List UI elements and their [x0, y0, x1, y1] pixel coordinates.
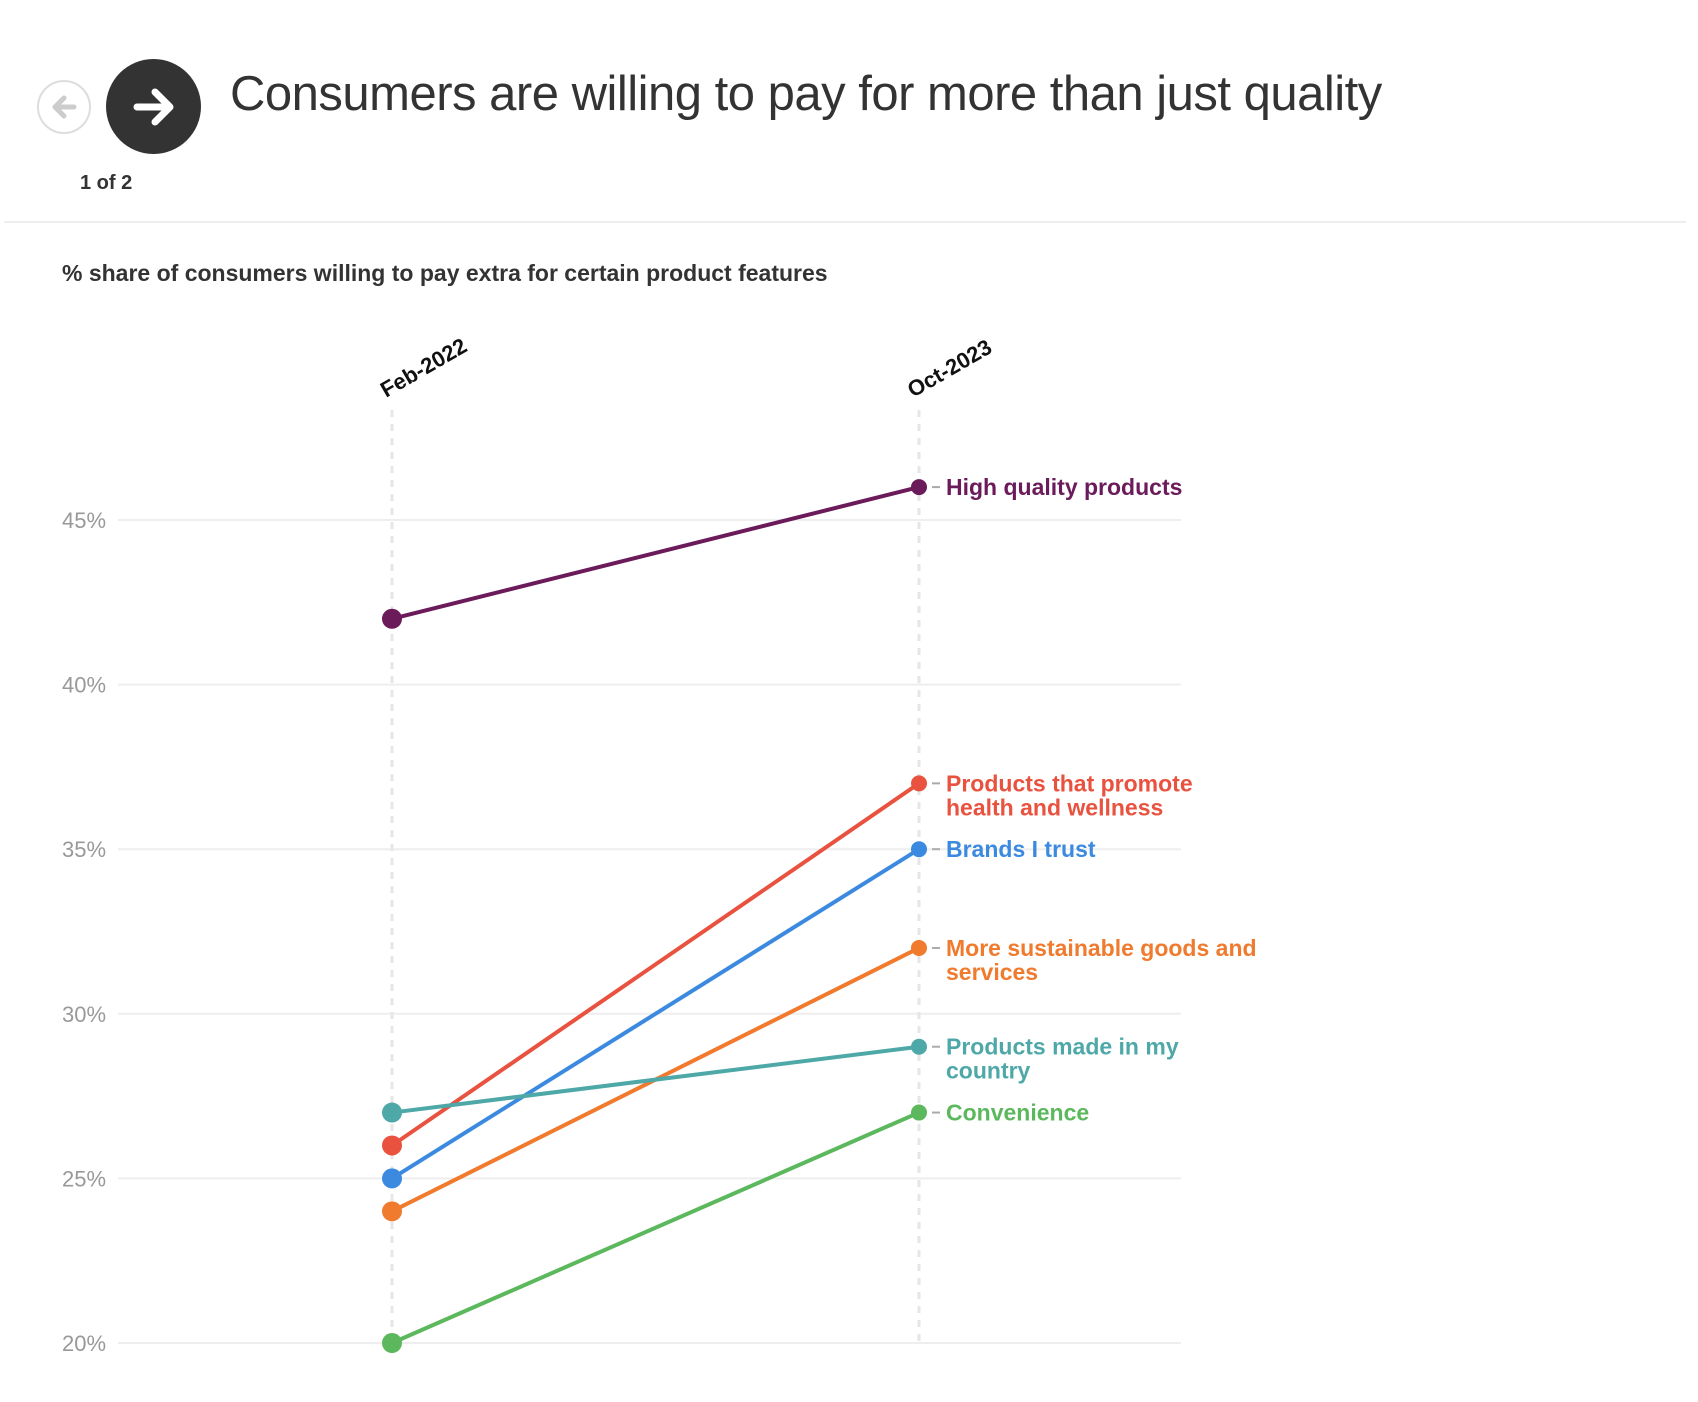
arrow-right-icon [133, 88, 173, 125]
page-title: Consumers are willing to pay for more th… [230, 67, 1382, 121]
series-line [391, 1044, 920, 1115]
y-tick-label: 30% [62, 1002, 106, 1027]
series-label: High quality products [946, 474, 1182, 500]
series-line [390, 847, 921, 1181]
series-label: More sustainable goods and [946, 935, 1257, 961]
series-label: Brands I trust [946, 836, 1096, 862]
data-point [382, 1102, 402, 1123]
data-point [911, 1038, 927, 1055]
page-indicator: 1 of 2 [80, 172, 133, 194]
data-point [382, 608, 402, 629]
data-point [911, 1104, 927, 1121]
x-category-label: Feb-2022 [376, 333, 471, 402]
data-point [382, 1135, 402, 1156]
y-tick-label: 20% [62, 1331, 106, 1356]
series-convenience: Convenience [382, 1100, 1089, 1353]
y-tick-label: 40% [62, 673, 106, 698]
chart-subtitle: % share of consumers willing to pay extr… [62, 260, 828, 286]
series-line [391, 485, 920, 621]
y-tick-label: 25% [62, 1166, 106, 1191]
series-label: country [946, 1058, 1031, 1084]
series-label: Convenience [946, 1100, 1089, 1126]
y-tick-label: 45% [62, 508, 106, 533]
series-line [391, 1110, 920, 1345]
next-button[interactable] [106, 59, 201, 154]
x-category-label: Oct-2023 [903, 334, 996, 402]
series-label: services [946, 959, 1038, 985]
data-point [911, 841, 927, 858]
data-point [382, 1168, 402, 1189]
series-line [390, 781, 921, 1148]
data-point [911, 479, 927, 496]
arrow-left-icon [52, 95, 77, 119]
data-point [911, 939, 927, 956]
series-label: Products that promote [946, 770, 1193, 796]
series-brands-i-trust: Brands I trust [382, 836, 1096, 1189]
data-point [382, 1333, 402, 1353]
data-point [911, 775, 927, 792]
divider [4, 221, 1686, 223]
series-label: Products made in my [946, 1034, 1179, 1060]
series-high-quality-products: High quality products [382, 474, 1182, 629]
series-label: health and wellness [946, 794, 1163, 820]
data-point [382, 1201, 402, 1222]
y-tick-label: 35% [62, 837, 106, 862]
previous-button[interactable] [37, 80, 91, 134]
